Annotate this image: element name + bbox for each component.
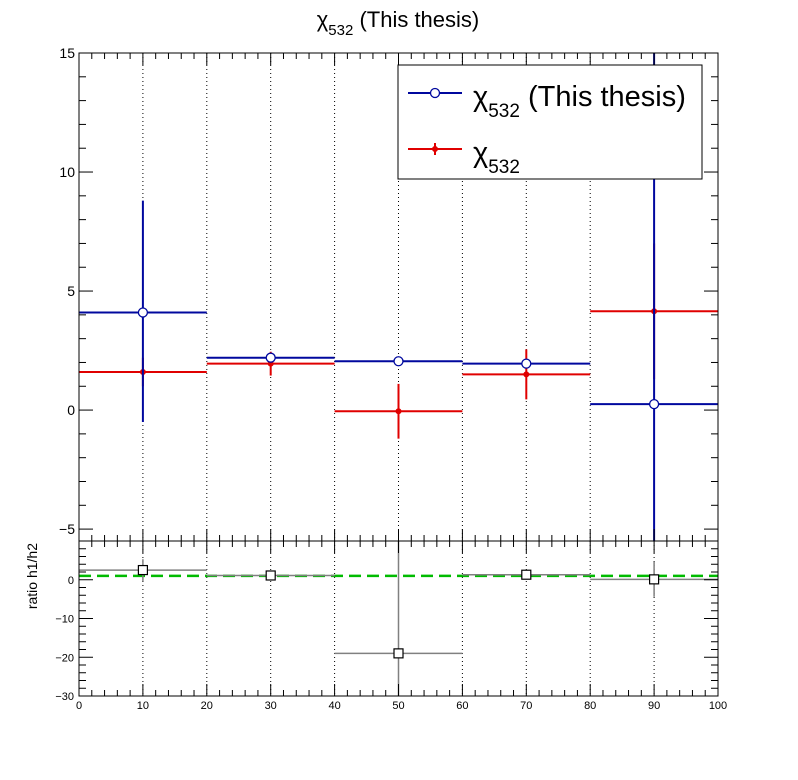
series-1-point bbox=[521, 358, 532, 369]
legend-label-2: χ532 bbox=[473, 137, 520, 178]
legend-marker-2 bbox=[432, 146, 438, 152]
main-y-tick-label: −5 bbox=[59, 521, 75, 537]
legend-entry-1: χ532 (This thesis) bbox=[408, 81, 686, 122]
ratio-x-tick-label: 60 bbox=[456, 700, 468, 712]
chart-title-suffix: (This thesis) bbox=[353, 7, 479, 32]
series-2-point bbox=[395, 408, 402, 415]
legend-label-2-symbol: χ bbox=[473, 137, 488, 169]
ratio-point bbox=[393, 648, 404, 659]
legend-label-2-subscript: 532 bbox=[488, 157, 520, 178]
chart-title-subscript: 532 bbox=[328, 22, 353, 39]
chart-title: χ532 (This thesis) bbox=[317, 7, 480, 39]
ratio-x-tick-label: 10 bbox=[137, 700, 149, 712]
ratio-y-tick-label: −20 bbox=[55, 652, 74, 664]
ratio-point bbox=[265, 570, 276, 581]
ratio-point bbox=[648, 574, 660, 585]
series-1-point bbox=[648, 398, 660, 410]
main-y-tick-label: 0 bbox=[67, 402, 75, 418]
ratio-y-axis-label: ratio h1/h2 bbox=[24, 543, 40, 609]
legend-entry-2: χ532 bbox=[408, 137, 520, 178]
legend-marker-1 bbox=[429, 87, 441, 99]
ratio-x-tick-label: 30 bbox=[265, 700, 277, 712]
ratio-panel: −30 −20 −10 0 0 10 20 30 40 50 60 70 80 90 100 ratio h… bbox=[24, 540, 727, 712]
series-1-point bbox=[137, 307, 149, 318]
ratio-series-group bbox=[79, 541, 718, 696]
ratio-x-tick-label: 20 bbox=[201, 700, 213, 712]
main-y-tick-label: 5 bbox=[67, 283, 75, 299]
main-axes: −5 0 5 10 15 bbox=[59, 45, 719, 541]
ratio-y-tick-label: 0 bbox=[68, 575, 74, 587]
legend-box bbox=[397, 64, 703, 180]
ratio-axes: −30 −20 −10 0 0 10 20 30 40 50 60 70 80 90 100 bbox=[55, 540, 727, 712]
ratio-x-tick-label: 40 bbox=[328, 700, 340, 712]
series-1-point bbox=[393, 356, 404, 367]
ratio-x-tick-label: 100 bbox=[709, 700, 727, 712]
ratio-y-tick-label: −30 bbox=[55, 691, 74, 703]
legend-label-1-symbol: χ bbox=[473, 81, 488, 113]
ratio-point bbox=[137, 564, 148, 576]
ratio-x-tick-label: 80 bbox=[584, 700, 596, 712]
ratio-x-tick-label: 90 bbox=[648, 700, 660, 712]
ratio-y-tick-label: −10 bbox=[55, 614, 74, 626]
main-y-tick-label: 10 bbox=[59, 164, 75, 180]
legend: χ532 (This thesis) χ532 bbox=[397, 64, 703, 180]
ratio-x-tick-label: 0 bbox=[76, 700, 82, 712]
chart-title-symbol: χ bbox=[317, 7, 329, 32]
legend-label-1-suffix: (This thesis) bbox=[520, 81, 686, 113]
series-1-point bbox=[265, 352, 276, 363]
legend-label-1-subscript: 532 bbox=[488, 101, 520, 122]
main-y-tick-label: 15 bbox=[59, 45, 75, 61]
ratio-x-tick-label: 70 bbox=[520, 700, 532, 712]
ratio-point bbox=[521, 569, 532, 580]
main-panel: −5 0 5 10 15 bbox=[59, 45, 719, 542]
series-2-point bbox=[523, 371, 530, 378]
ratio-x-tick-label: 50 bbox=[392, 700, 404, 712]
legend-label-1: χ532 (This thesis) bbox=[473, 81, 686, 122]
